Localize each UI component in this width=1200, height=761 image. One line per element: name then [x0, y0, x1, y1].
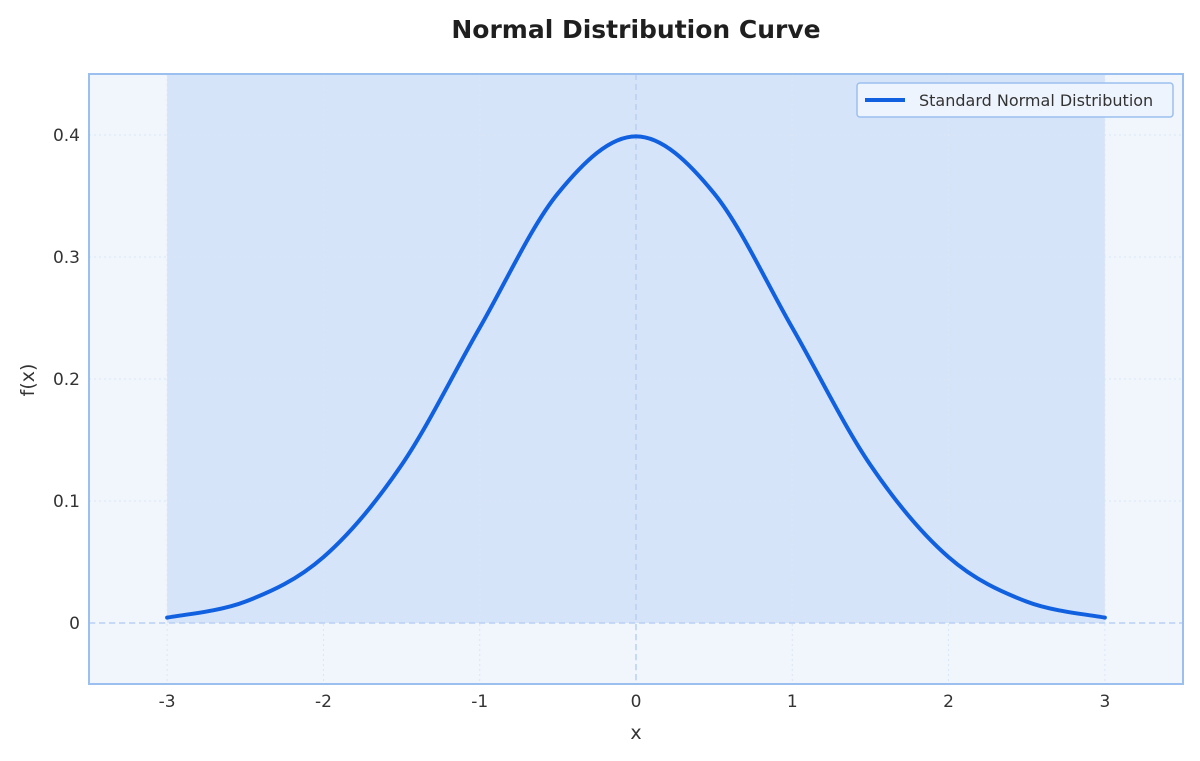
y-tick-label: 0.1: [53, 492, 80, 512]
y-axis-label: f(x): [17, 364, 39, 397]
x-axis-label: x: [630, 722, 641, 744]
x-tick-label: 3: [1099, 692, 1110, 712]
series-line: [165, 134, 1107, 620]
x-tick-label: 2: [943, 692, 954, 712]
plot-frame: [88, 73, 1184, 685]
legend-label: Standard Normal Distribution: [919, 91, 1153, 110]
x-tick-label: -1: [471, 692, 488, 712]
plot-area: -3 -2 -1 0 1 2 3 0 0.1 0.2 0.3 0.4 Standard Normal D…: [53, 73, 1184, 712]
x-tick-label: 1: [787, 692, 798, 712]
chart-title: Normal Distribution Curve: [451, 15, 820, 44]
x-tick-label: -3: [159, 692, 176, 712]
y-tick-label: 0.3: [53, 248, 80, 268]
y-tick-label: 0.2: [53, 370, 80, 390]
y-tick-label: 0.4: [53, 126, 80, 146]
y-tick-label: 0: [69, 614, 80, 634]
x-tick-label: 0: [631, 692, 642, 712]
legend-box: [856, 82, 1174, 118]
legend: Standard Normal Distribution: [856, 82, 1174, 118]
x-tick-label: -2: [315, 692, 332, 712]
